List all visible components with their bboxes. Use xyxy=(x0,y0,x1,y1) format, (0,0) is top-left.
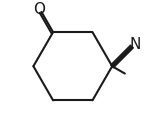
Text: O: O xyxy=(33,2,45,17)
Text: N: N xyxy=(130,37,141,52)
